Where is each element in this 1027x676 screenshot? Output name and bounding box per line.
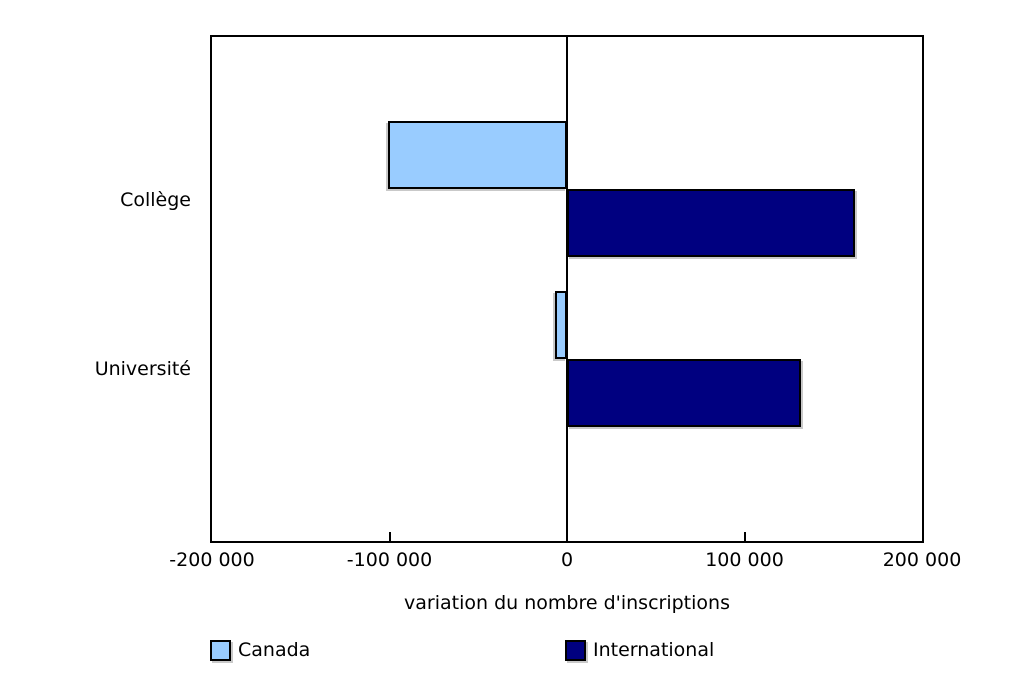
category-label-universite: Université [94, 358, 191, 380]
legend-item-international: International [565, 639, 714, 661]
x-tick-mark [388, 532, 391, 541]
x-tick-label-3: 100 000 [705, 549, 784, 571]
x-tick-label-0: -200 000 [169, 549, 255, 571]
legend-item-canada: Canada [210, 639, 310, 661]
x-tick-label-4: 200 000 [882, 549, 962, 571]
legend-label-international: International [593, 639, 715, 661]
bar-canada-université [554, 291, 567, 359]
bar-international-collège [567, 188, 855, 257]
bar-canada-collège [387, 120, 567, 189]
zero-axis-line [566, 37, 568, 541]
category-label-college: Collège [120, 189, 191, 211]
legend-swatch-international [565, 639, 586, 661]
legend-label-canada: Canada [238, 639, 311, 661]
legend-swatch-canada [210, 639, 231, 661]
plot-area [210, 35, 924, 543]
x-axis-title: variation du nombre d'inscriptions [404, 592, 730, 614]
x-tick-label-1: -100 000 [346, 549, 433, 571]
x-tick-mark [743, 532, 746, 541]
x-tick-label-2: 0 [560, 549, 574, 571]
bar-international-université [567, 359, 802, 427]
